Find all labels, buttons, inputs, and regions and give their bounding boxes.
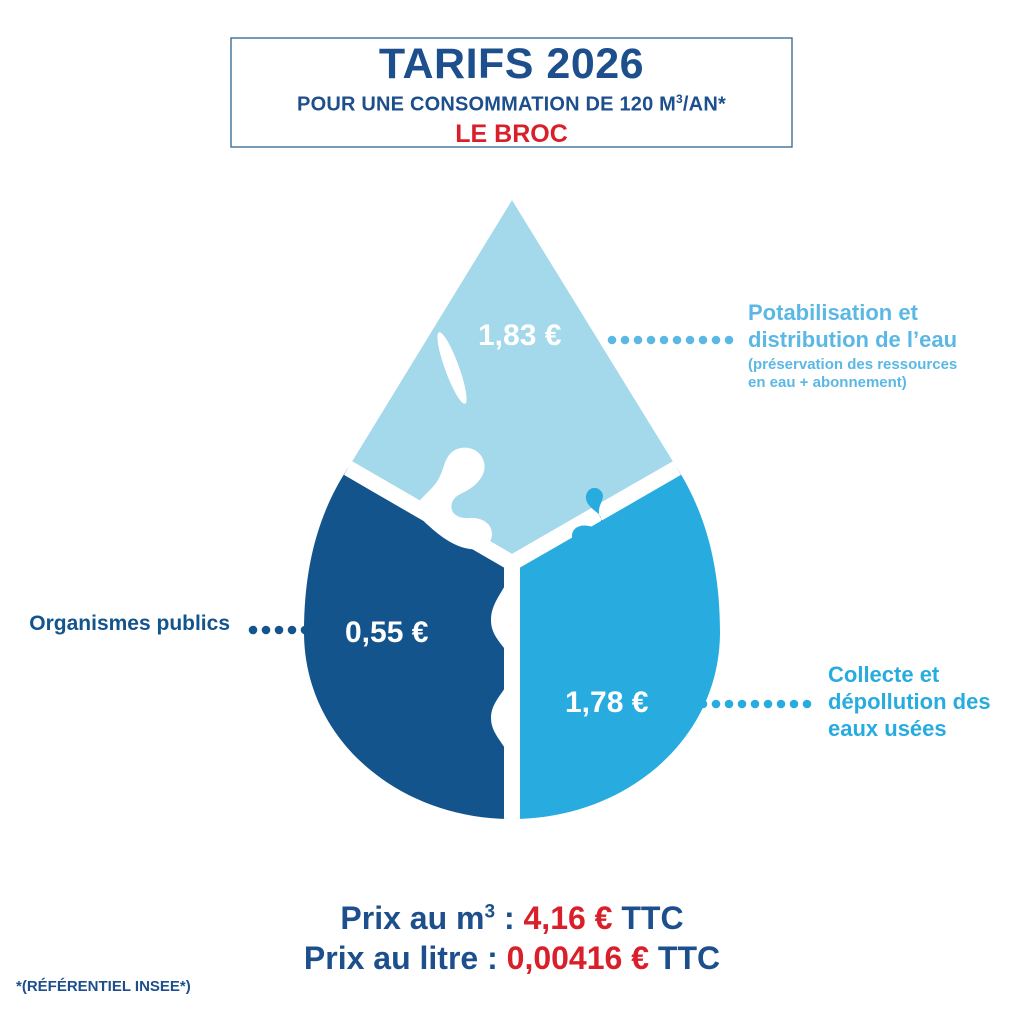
svg-text:0,55 €: 0,55 € [345, 616, 429, 649]
svg-text:1,78 €: 1,78 € [565, 686, 649, 719]
svg-text:1,83 €: 1,83 € [478, 319, 562, 352]
